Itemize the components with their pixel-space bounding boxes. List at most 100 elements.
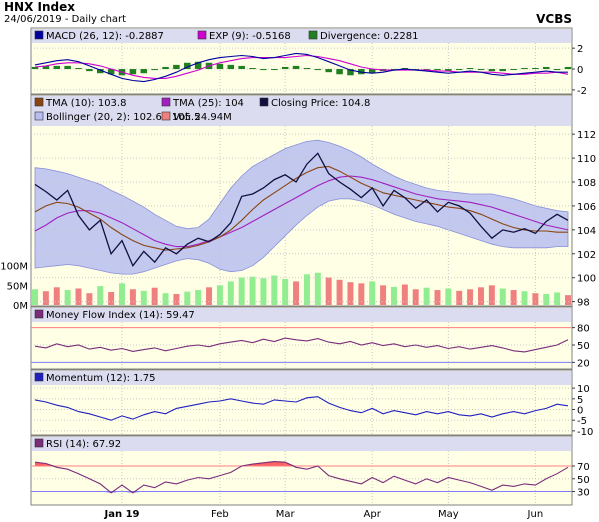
rsi-tick-label: 50 — [577, 475, 590, 486]
macd-tick-label: 2 — [577, 44, 583, 55]
macd-divergence-bar — [140, 69, 148, 74]
macd-divergence-bar — [466, 68, 474, 70]
volume-bar — [140, 290, 147, 305]
volume-bar — [314, 272, 321, 305]
volume-bar — [184, 291, 191, 305]
bollinger-band — [34, 139, 569, 275]
macd-divergence-bar — [314, 69, 322, 71]
volume-bar — [369, 281, 376, 305]
volume-bar — [238, 277, 245, 305]
volume-bar — [325, 277, 332, 305]
macd-divergence-bar — [477, 69, 485, 71]
macd-divergence-bar — [455, 69, 463, 71]
macd-divergence-bar — [412, 69, 419, 71]
volume-bar — [129, 289, 136, 305]
momentum-legend-label: Momentum (12): 1.75 — [46, 373, 156, 384]
volume-bar — [467, 289, 474, 305]
macd-divergence-bar — [249, 68, 256, 70]
x-axis-label: Jun — [527, 509, 544, 520]
macd-legend-swatch — [34, 30, 44, 40]
macd-tick-label: 0 — [577, 65, 583, 76]
volume-bar — [510, 290, 517, 305]
mfi-legend-swatch — [34, 309, 44, 319]
momentum-tick-label: 5 — [577, 395, 583, 406]
volume-bar — [380, 285, 387, 305]
macd-divergence-bar — [368, 69, 376, 74]
x-axis-label: Apr — [364, 509, 382, 520]
macd-legend-label: EXP (9): -0.5168 — [209, 31, 291, 42]
price-legend-label: Closing Price: 104.8 — [271, 98, 370, 109]
macd-divergence-bar — [227, 64, 235, 70]
momentum-tick-label: 0 — [577, 406, 583, 417]
volume-bar — [521, 291, 528, 305]
price-legend-label: Bollinger (20, 2): 102.6 - 105.5 — [46, 112, 200, 123]
macd-divergence-bar — [510, 69, 517, 71]
momentum-tick-label: 10 — [577, 384, 590, 395]
rsi-line — [34, 461, 569, 494]
brand-label: VCBS — [536, 12, 572, 26]
macd-divergence-bar — [347, 69, 354, 76]
x-axis-label: Jan 19 — [104, 509, 140, 520]
volume-bar — [445, 288, 452, 305]
volume-bar — [303, 274, 310, 305]
price-legend-swatch — [259, 97, 269, 107]
macd-divergence-bar — [521, 68, 528, 70]
macd-legend-band — [32, 29, 571, 43]
x-axis-label: May — [438, 509, 459, 520]
macd-divergence-bar — [86, 69, 93, 72]
volume-bar — [477, 287, 484, 305]
volume-bar — [173, 293, 180, 305]
mfi-line — [34, 337, 569, 353]
volume-bar — [151, 287, 158, 305]
volume-bar — [554, 292, 561, 305]
volume-bar — [412, 289, 419, 305]
price-legend-swatch — [34, 97, 44, 107]
macd-divergence-bar — [434, 69, 441, 71]
volume-bar — [206, 287, 213, 305]
volume-bar — [64, 290, 71, 305]
macd-divergence-bar — [564, 66, 572, 70]
macd-divergence-bar — [488, 69, 496, 72]
macd-divergence-bar — [499, 69, 506, 72]
macd-divergence-bar — [281, 66, 289, 70]
mfi-tick-label: 50 — [577, 341, 590, 352]
rsi-legend-band — [32, 437, 571, 451]
price-legend-swatch — [161, 111, 171, 121]
macd-divergence-bar — [42, 65, 50, 70]
volume-bar — [86, 293, 93, 305]
volume-tick-label: 50M — [7, 281, 28, 292]
chart-subtitle: 24/06/2019 - Daily chart — [4, 14, 127, 25]
momentum-tick-label: -10 — [577, 427, 593, 438]
rsi-overbought-fill — [285, 462, 297, 467]
macd-divergence-bar — [64, 65, 71, 70]
volume-bar — [347, 282, 354, 305]
volume-bar — [423, 287, 430, 305]
volume-bar — [249, 276, 256, 305]
rsi-legend-label: RSI (14): 67.92 — [46, 439, 121, 450]
volume-bar — [336, 279, 343, 305]
macd-divergence-bar — [75, 68, 82, 70]
price-legend-swatch — [34, 111, 44, 121]
momentum-line — [34, 396, 569, 421]
price-legend-band — [32, 96, 571, 126]
volume-tick-label: 0M — [13, 301, 28, 312]
macd-divergence-bar — [184, 62, 191, 70]
x-axis-label: Mar — [276, 509, 296, 520]
mfi-legend-label: Money Flow Index (14): 59.47 — [46, 310, 195, 321]
volume-bar — [434, 290, 441, 305]
volume-bar — [358, 283, 365, 305]
x-axis-label: Feb — [211, 509, 229, 520]
price-tick-label: 98 — [577, 298, 590, 309]
price-tick-label: 110 — [577, 154, 596, 165]
macd-legend-label: Divergence: 0.2281 — [320, 31, 419, 42]
volume-bar — [543, 293, 550, 305]
volume-bar — [108, 292, 115, 305]
rsi-overbought-fill — [45, 463, 57, 467]
mfi-tick-label: 80 — [577, 324, 590, 335]
momentum-tick-label: -5 — [577, 416, 587, 427]
volume-bar — [32, 289, 38, 305]
rsi-legend-swatch — [34, 438, 44, 448]
volume-bar — [97, 286, 104, 305]
volume-bar — [162, 293, 169, 305]
